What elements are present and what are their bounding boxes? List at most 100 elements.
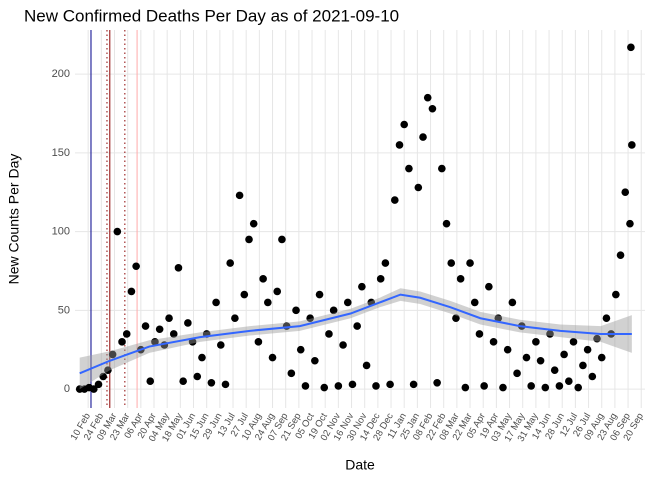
data-point: [480, 382, 488, 390]
data-point: [325, 330, 333, 338]
data-point: [212, 298, 220, 307]
data-point: [499, 383, 507, 392]
data-point: [235, 191, 244, 200]
data-point: [240, 290, 249, 299]
data-point: [494, 314, 503, 323]
data-point: [155, 325, 164, 334]
data-point: [306, 314, 314, 323]
data-point: [273, 287, 282, 296]
data-point: [198, 353, 206, 362]
data-point: [508, 298, 517, 307]
data-point: [386, 380, 394, 389]
data-point: [503, 345, 512, 354]
data-point: [104, 366, 112, 375]
data-point: [565, 377, 573, 386]
y-tick-label: 150: [52, 147, 70, 159]
data-point: [438, 164, 446, 173]
data-point: [151, 338, 159, 346]
data-point: [174, 264, 183, 272]
data-point: [428, 104, 437, 113]
data-point: [405, 164, 413, 173]
data-point: [132, 262, 140, 271]
data-point: [188, 338, 197, 346]
y-tick-label: 100: [52, 226, 70, 238]
y-tick-label: 200: [52, 68, 70, 80]
data-point: [362, 361, 371, 370]
data-point: [612, 290, 620, 299]
data-point: [621, 188, 630, 197]
data-point: [593, 334, 601, 343]
data-point: [301, 382, 310, 390]
y-tick-label: 50: [58, 304, 70, 316]
data-point: [560, 350, 568, 359]
data-point: [574, 383, 583, 392]
data-point: [141, 322, 150, 330]
data-point: [461, 383, 470, 392]
data-point: [329, 306, 338, 315]
data-point: [358, 282, 366, 291]
data-point: [193, 372, 202, 381]
data-point: [264, 298, 272, 307]
data-point: [348, 380, 357, 389]
data-point: [334, 382, 343, 390]
data-point: [249, 219, 258, 228]
data-point: [94, 380, 103, 389]
data-point: [583, 345, 592, 354]
data-point: [165, 314, 173, 323]
data-point: [113, 227, 122, 236]
data-point: [626, 219, 634, 228]
y-tick-label: 0: [64, 383, 70, 395]
data-point: [597, 353, 606, 362]
data-point: [353, 322, 361, 330]
data-point: [372, 382, 380, 390]
data-point: [602, 314, 611, 323]
smooth-line: [79, 293, 632, 375]
data-point: [522, 353, 531, 362]
data-point: [90, 385, 98, 393]
data-point: [550, 366, 559, 375]
data-point: [245, 235, 253, 244]
data-point: [442, 219, 451, 228]
data-point: [423, 93, 432, 102]
data-point: [391, 196, 399, 204]
data-point: [555, 382, 564, 390]
data-point: [414, 183, 423, 192]
data-point: [395, 141, 404, 149]
data-point: [254, 338, 263, 346]
data-point: [287, 369, 296, 378]
data-point: [541, 383, 550, 392]
data-point: [513, 369, 521, 378]
data-point: [296, 345, 305, 354]
data-point: [179, 377, 187, 386]
y-axis-label: New Counts Per Day: [6, 154, 22, 285]
data-point: [409, 380, 418, 389]
data-point: [532, 338, 540, 346]
data-point: [588, 372, 597, 381]
data-point: [127, 287, 136, 296]
data-point: [268, 353, 277, 362]
data-point: [343, 298, 352, 307]
chart-title: New Confirmed Deaths Per Day as of 2021-…: [24, 6, 399, 25]
data-point: [146, 377, 155, 386]
data-point: [184, 319, 192, 327]
data-point: [433, 379, 441, 387]
data-point: [627, 43, 635, 52]
data-point: [447, 259, 456, 267]
data-point: [466, 259, 474, 267]
data-point: [226, 259, 234, 267]
data-point: [207, 379, 216, 387]
plot-layer: [75, 30, 645, 408]
data-point: [216, 341, 225, 349]
data-point: [231, 314, 239, 323]
data-point: [311, 356, 319, 365]
data-point: [527, 382, 535, 390]
data-point: [470, 298, 479, 307]
x-axis-label: Date: [345, 457, 375, 473]
data-point: [452, 314, 460, 323]
data-point: [419, 133, 427, 141]
data-point: [475, 330, 484, 338]
data-point: [381, 259, 390, 267]
data-point: [108, 350, 117, 359]
data-point: [616, 251, 625, 260]
